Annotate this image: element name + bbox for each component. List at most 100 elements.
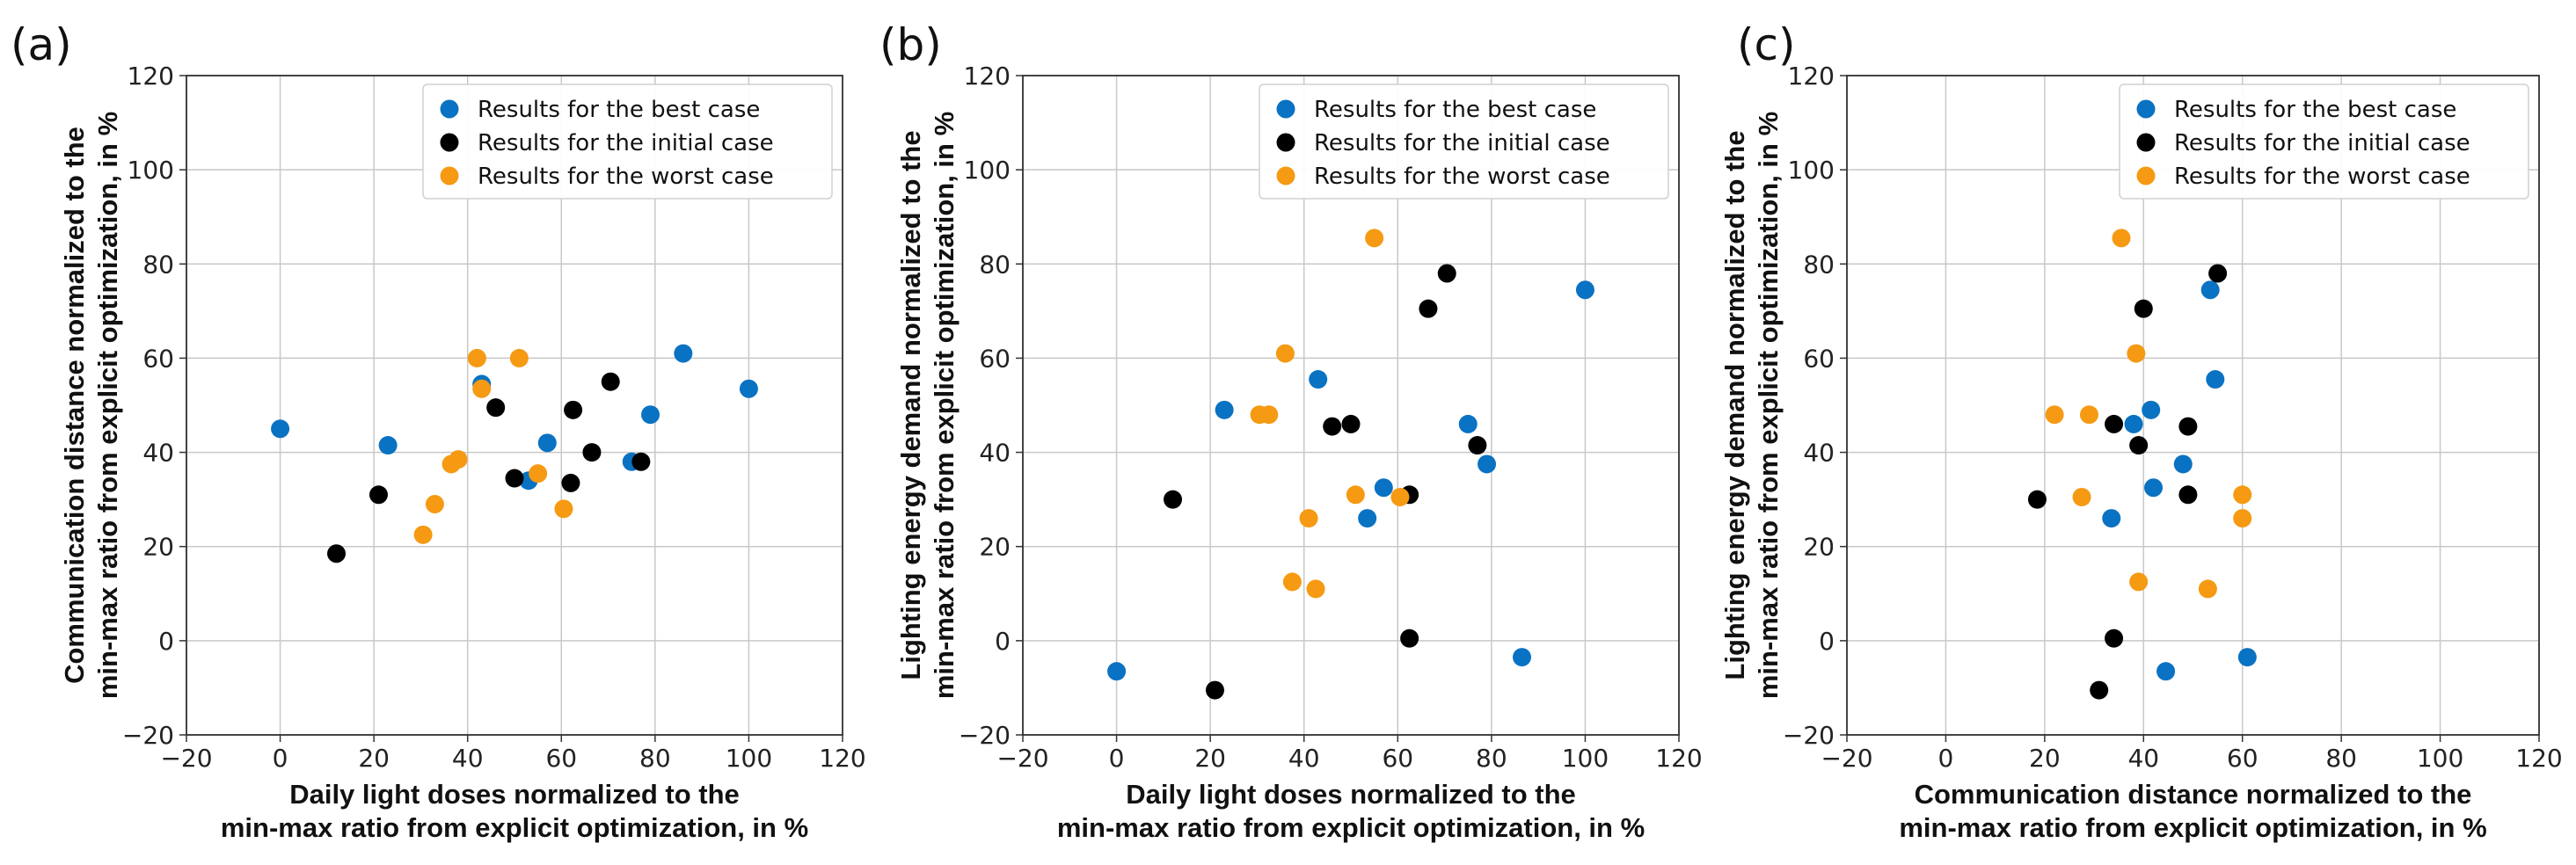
legend-entry: Results for the worst case [478, 164, 774, 190]
data-point-initial [1205, 680, 1224, 700]
x-tick-label: 100 [1562, 744, 1609, 773]
y-tick-label: 100 [1788, 156, 1835, 185]
x-tick-label: 60 [2227, 744, 2259, 773]
data-point-initial [1323, 417, 1342, 436]
data-point-worst [1282, 572, 1302, 592]
y-tick-label: 0 [995, 627, 1011, 656]
data-point-best [2173, 454, 2193, 474]
x-tick-label: 40 [2127, 744, 2159, 773]
y-axis-label: min-max ratio from explicit optimization… [929, 112, 960, 699]
data-point-initial [1437, 264, 1456, 283]
data-point-best [1358, 509, 1377, 528]
panel-letter: (b) [879, 19, 942, 70]
data-point-worst [1346, 485, 1365, 505]
data-point-initial [2208, 264, 2228, 283]
y-tick-label: 60 [142, 344, 174, 373]
y-axis-label: Lighting energy demand normalized to the [895, 130, 926, 680]
data-point-initial [2178, 417, 2198, 436]
legend-marker-worst [2136, 166, 2156, 185]
x-axis-label: Daily light doses normalized to the [289, 779, 740, 810]
data-point-initial [2129, 436, 2149, 455]
y-tick-label: 0 [1819, 627, 1835, 656]
legend-entry: Results for the initial case [478, 130, 774, 156]
data-point-initial [2134, 299, 2153, 318]
data-point-best [2144, 478, 2164, 498]
data-point-worst [509, 348, 529, 367]
y-tick-label: 80 [979, 250, 1011, 279]
y-tick-label: 80 [142, 250, 174, 279]
y-tick-label: 60 [979, 344, 1011, 373]
x-tick-label: 20 [1194, 744, 1226, 773]
data-point-initial [2105, 629, 2124, 648]
x-tick-label: 0 [1938, 744, 1954, 773]
y-tick-label: −20 [959, 721, 1011, 750]
legend-entry: Results for the initial case [2174, 130, 2470, 156]
data-point-worst [1275, 344, 1295, 363]
legend-entry: Results for the initial case [1314, 130, 1610, 156]
x-tick-label: 0 [1109, 744, 1125, 773]
data-point-worst [1299, 509, 1318, 528]
data-point-initial [601, 372, 620, 391]
y-tick-label: 120 [964, 62, 1011, 91]
x-tick-label: −20 [996, 744, 1048, 773]
legend-box [422, 84, 833, 200]
data-point-best [2124, 414, 2143, 433]
data-point-best [1374, 478, 1393, 498]
y-tick-label: 80 [1803, 250, 1835, 279]
data-point-worst [413, 525, 433, 544]
y-axis-label: min-max ratio from explicit optimization… [92, 112, 123, 699]
data-point-worst [2127, 344, 2146, 363]
x-axis-label: Communication distance normalized to the [1915, 779, 2472, 810]
legend-entry: Results for the best case [1314, 97, 1596, 123]
panel-letter: (c) [1737, 19, 1796, 70]
data-point-worst [467, 348, 486, 367]
x-axis-label: min-max ratio from explicit optimization… [221, 812, 808, 843]
data-point-best [674, 344, 693, 363]
data-point-worst [472, 379, 492, 398]
data-point-initial [1468, 436, 1487, 455]
data-point-worst [529, 464, 548, 483]
data-point-worst [2112, 229, 2131, 248]
x-axis-label: min-max ratio from explicit optimization… [1899, 812, 2486, 843]
legend-entry: Results for the best case [478, 97, 760, 123]
y-tick-label: −20 [122, 721, 174, 750]
legend-marker-best [440, 99, 459, 119]
data-point-worst [1306, 579, 1325, 599]
data-point-worst [2079, 405, 2098, 425]
data-point-initial [486, 398, 506, 418]
data-point-best [1512, 648, 1531, 667]
legend-box [1259, 84, 1669, 200]
data-point-best [271, 419, 290, 439]
y-tick-label: 100 [128, 156, 174, 185]
data-point-best [2206, 370, 2225, 389]
legend-entry: Results for the worst case [2174, 164, 2470, 190]
x-tick-label: 80 [639, 744, 671, 773]
x-axis-label: Daily light doses normalized to the [1126, 779, 1576, 810]
x-tick-label: 60 [1382, 744, 1413, 773]
y-tick-label: 120 [1788, 62, 1835, 91]
legend-marker-initial [440, 133, 459, 152]
x-tick-label: 40 [1288, 744, 1320, 773]
data-point-initial [1164, 490, 1183, 509]
legend-box [2119, 84, 2529, 200]
data-point-initial [1419, 299, 1438, 318]
y-tick-label: 20 [142, 533, 174, 562]
y-tick-label: 40 [142, 439, 174, 468]
data-point-worst [1365, 229, 1384, 248]
data-point-initial [327, 544, 347, 563]
x-tick-label: 40 [452, 744, 484, 773]
data-point-worst [2198, 579, 2217, 599]
chart-panel-1: (a) −20 0 20 40 60 80 100 120 −20 0 20 40 60 80 100 120 D… [11, 19, 866, 843]
data-point-best [641, 405, 660, 425]
data-point-initial [2027, 490, 2047, 509]
data-point-initial [564, 400, 583, 419]
data-point-best [2156, 662, 2176, 681]
y-tick-label: 100 [964, 156, 1011, 185]
x-tick-label: −20 [1821, 744, 1872, 773]
x-axis-label: min-max ratio from explicit optimization… [1057, 812, 1645, 843]
x-tick-label: 60 [545, 744, 577, 773]
data-point-best [2102, 509, 2121, 528]
data-point-worst [1390, 487, 1410, 506]
legend-marker-best [1276, 99, 1295, 119]
